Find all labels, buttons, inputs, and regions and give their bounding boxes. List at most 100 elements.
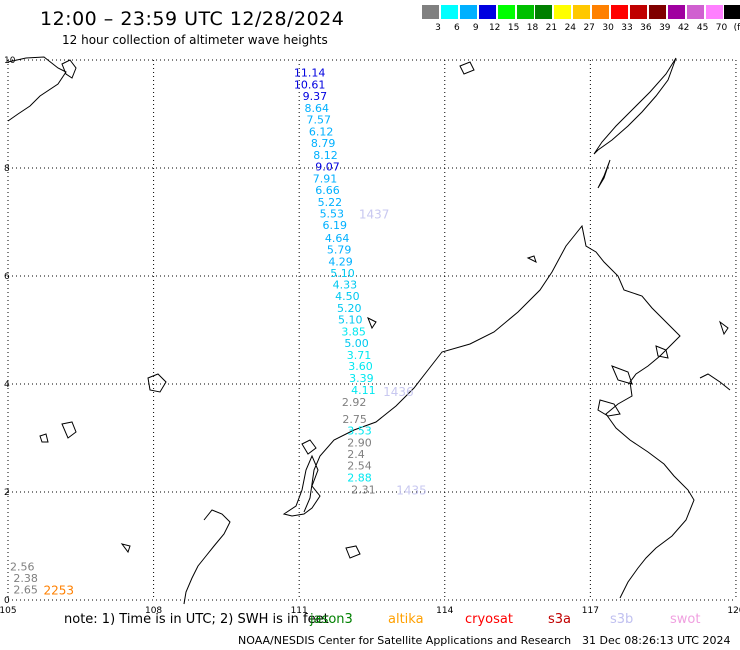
note-text: note: 1) Time is in UTC; 2) SWH is in fe… bbox=[64, 612, 329, 627]
pass-time-label: 1437 bbox=[359, 207, 390, 221]
islet-anambas bbox=[147, 373, 167, 393]
coast-vietnam-south bbox=[7, 56, 67, 122]
legend-label: 39 bbox=[659, 23, 671, 33]
legend-swatch bbox=[724, 5, 740, 19]
y-tick-label: 10 bbox=[4, 56, 16, 66]
x-tick-label: 111 bbox=[291, 606, 308, 616]
wave-height-label: 3.60 bbox=[348, 360, 373, 373]
wave-height-label: 3.53 bbox=[347, 424, 372, 437]
legend-swatch bbox=[478, 5, 497, 19]
legend-swatch bbox=[459, 5, 478, 19]
wave-height-label: 5.20 bbox=[337, 302, 362, 315]
legend-swatch bbox=[648, 5, 667, 19]
legend-label: 36 bbox=[640, 23, 652, 33]
legend-label: 30 bbox=[602, 23, 614, 33]
wave-height-label: 2.4 bbox=[347, 448, 365, 461]
coastline-islets bbox=[39, 61, 729, 559]
wave-height-label: 3.71 bbox=[347, 349, 372, 362]
legend-swatch bbox=[422, 5, 440, 19]
legend-label: 15 bbox=[507, 23, 520, 33]
x-tick-label: 108 bbox=[145, 606, 162, 616]
legend-label: 12 bbox=[488, 23, 501, 33]
legend-label: 6 bbox=[454, 23, 460, 33]
coast-palawan bbox=[593, 57, 677, 155]
legend-label: 24 bbox=[564, 23, 577, 33]
coast-island-phu-quoc bbox=[61, 59, 77, 79]
satellite-name: jason3 bbox=[310, 612, 353, 627]
coast-banggi bbox=[597, 159, 611, 189]
wave-height-label: 11.14 bbox=[294, 66, 326, 79]
x-tick-label: 117 bbox=[582, 606, 599, 616]
wave-height-label: 2.75 bbox=[342, 413, 367, 426]
x-tick-label: 114 bbox=[436, 606, 453, 616]
y-tick-label: 2 bbox=[4, 488, 10, 498]
islet-riau bbox=[61, 421, 77, 439]
legend-swatch bbox=[629, 5, 648, 19]
legend-swatch bbox=[592, 5, 611, 19]
wave-height-label: 7.57 bbox=[306, 113, 331, 126]
legend-label: (ft) bbox=[733, 23, 740, 33]
legend-label: 70 bbox=[715, 23, 728, 33]
y-tick-label: 0 bbox=[4, 596, 10, 606]
legend-label: 33 bbox=[621, 23, 633, 33]
wave-height-label: 3.85 bbox=[341, 326, 366, 339]
wave-height-label: 6.19 bbox=[322, 219, 347, 232]
coast-borneo-west bbox=[183, 509, 231, 605]
satellite-name: s3a bbox=[548, 612, 572, 627]
wave-height-label: 9.07 bbox=[315, 160, 340, 173]
islet-sulu-4 bbox=[719, 320, 729, 336]
wave-height-label: 8.12 bbox=[313, 149, 338, 162]
wave-height-label: 5.53 bbox=[320, 207, 345, 220]
credit-text: NOAA/NESDIS Center for Satellite Applica… bbox=[238, 634, 572, 647]
legend-swatch bbox=[573, 5, 592, 19]
satellite-name: s3b bbox=[610, 612, 634, 627]
islet-sulu bbox=[597, 399, 621, 417]
wave-height-label: 4.33 bbox=[333, 279, 358, 292]
wave-height-label: 2.31 bbox=[351, 483, 376, 496]
axis-tick-labels: 105 108 111 114 117 120 0 2 4 6 8 10 bbox=[0, 56, 740, 616]
legend-label: 21 bbox=[545, 23, 558, 33]
wave-height-label: 2.65 bbox=[13, 584, 38, 597]
islet-tambelan bbox=[120, 543, 131, 554]
coast-sulawesi-tip bbox=[699, 373, 731, 391]
pass-time-labels: 1437 1436 1435 2253 bbox=[43, 207, 426, 597]
coastline bbox=[7, 56, 731, 605]
islet-riau-2 bbox=[39, 433, 49, 443]
wave-height-label: 6.66 bbox=[315, 184, 340, 197]
legend-swatch bbox=[611, 5, 629, 19]
coast-borneo-north bbox=[303, 224, 695, 599]
legend-swatch bbox=[686, 5, 705, 19]
wave-height-label: 5.79 bbox=[327, 244, 352, 257]
wave-height-label: 9.37 bbox=[303, 90, 328, 103]
wave-height-label: 4.50 bbox=[335, 290, 360, 303]
wave-height-label: 4.11 bbox=[351, 384, 376, 397]
wave-height-label: 10.61 bbox=[294, 78, 326, 91]
wave-height-label: 6.12 bbox=[309, 125, 334, 138]
islet-serasan bbox=[345, 545, 361, 559]
pass-time-label: 2253 bbox=[43, 584, 74, 598]
legend-label: 18 bbox=[526, 23, 539, 33]
legend-label: 9 bbox=[472, 23, 479, 33]
satellite-track-labels: 11.1410.619.378.647.576.128.798.129.077.… bbox=[10, 66, 376, 596]
islet-sulu-3 bbox=[655, 345, 669, 359]
satellite-name: cryosat bbox=[465, 612, 513, 627]
generated-timestamp: 31 Dec 08:26:13 UTC 2024 bbox=[582, 634, 731, 647]
wave-height-label: 7.91 bbox=[313, 172, 338, 185]
x-tick-label: 105 bbox=[0, 606, 17, 616]
wave-height-label: 3.39 bbox=[349, 372, 374, 385]
wave-height-label: 2.92 bbox=[342, 396, 367, 409]
wave-height-label: 2.88 bbox=[347, 471, 372, 484]
legend-swatch bbox=[667, 5, 686, 19]
wave-height-label: 4.29 bbox=[328, 255, 353, 268]
wave-height-label: 8.64 bbox=[305, 102, 330, 115]
map-subtitle: 12 hour collection of altimeter wave hei… bbox=[62, 33, 328, 47]
y-tick-label: 4 bbox=[4, 380, 10, 390]
wave-height-label: 2.56 bbox=[10, 561, 35, 574]
islet-sulu-2 bbox=[611, 365, 633, 385]
wave-height-label: 2.54 bbox=[347, 460, 372, 473]
legend-swatch bbox=[535, 5, 554, 19]
islet-mangalum bbox=[526, 255, 537, 263]
pass-time-label: 1436 bbox=[383, 385, 414, 399]
wave-height-label: 2.38 bbox=[13, 572, 38, 585]
